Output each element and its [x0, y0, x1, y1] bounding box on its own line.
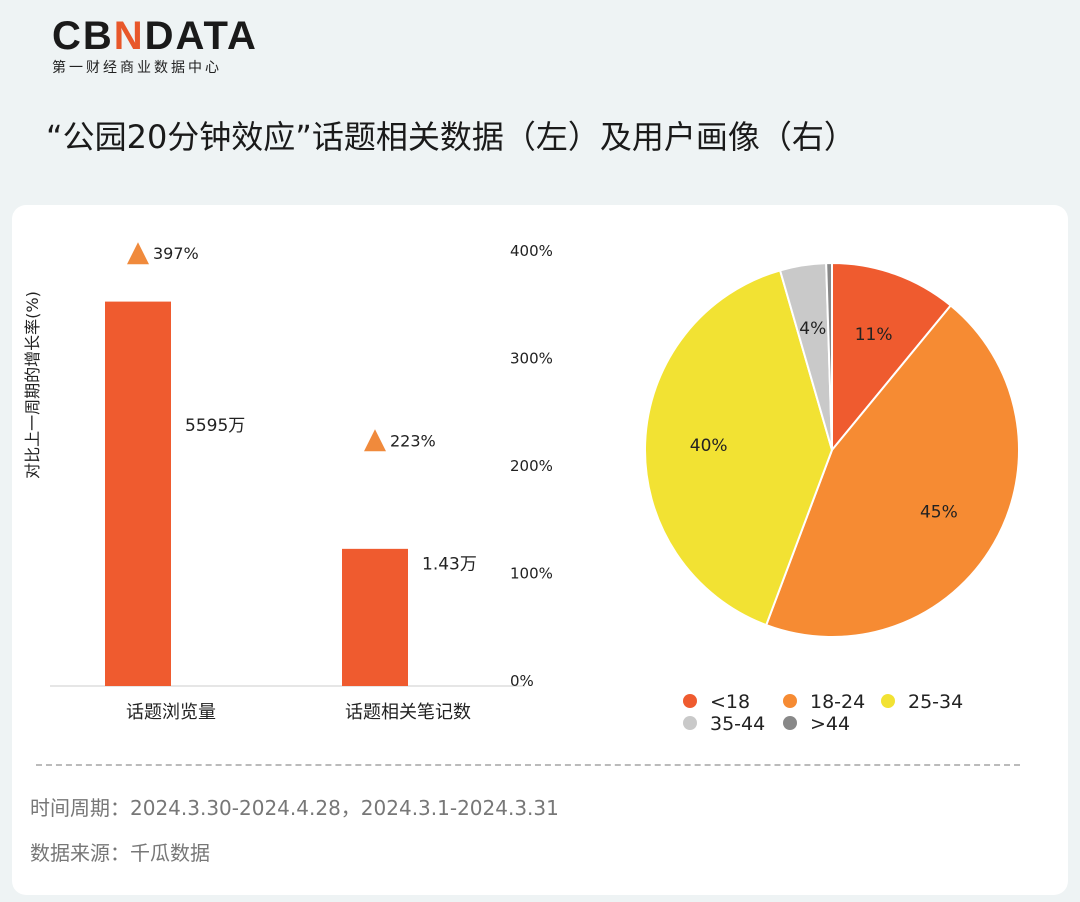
y-tick-label: 0% [510, 672, 534, 690]
pie-slice [644, 269, 834, 627]
time-period: 时间周期：2024.3.30-2024.4.28，2024.3.1-2024.3… [30, 796, 559, 820]
y-axis-label: 对比上一周期的增长率(%) [23, 291, 42, 479]
x-category-label: 话题相关笔记数 [345, 702, 471, 723]
legend-label: <18 [710, 691, 750, 713]
growth-triangle-marker [127, 242, 149, 265]
logo-tagline: 第一财经商业数据中心 [52, 60, 222, 76]
legend-swatch [783, 694, 797, 708]
legend-swatch [683, 694, 697, 708]
data-source: 数据来源：千瓜数据 [30, 841, 210, 865]
page-title: “公园20分钟效应”话题相关数据（左）及用户画像（右） [46, 118, 856, 156]
legend-swatch [783, 716, 797, 730]
y-tick-label: 100% [510, 565, 553, 583]
bar [105, 301, 171, 686]
bar [342, 548, 408, 686]
growth-triangle-marker [364, 429, 386, 452]
growth-rate-label: 397% [153, 244, 199, 263]
legend-label: 18-24 [810, 691, 865, 713]
pie-slice-label: 45% [920, 503, 958, 523]
bar-value-label: 5595万 [185, 416, 245, 436]
pie-slice-label: 40% [690, 436, 728, 456]
pie-slice [825, 261, 833, 451]
pie-slice [831, 261, 953, 453]
cbndata-logo: CBNDATA 第一财经商业数据中心 [52, 14, 258, 76]
y-tick-label: 300% [510, 350, 553, 368]
y-tick-label: 200% [510, 457, 553, 475]
legend-label: >44 [810, 713, 850, 735]
x-category-label: 话题浏览量 [126, 702, 216, 723]
divider [36, 764, 1020, 766]
legend-swatch [881, 694, 895, 708]
pie-slice-label: 11% [855, 325, 893, 345]
pie-slice-label: 4% [799, 319, 826, 339]
y-tick-label: 400% [510, 242, 553, 260]
bar-value-label: 1.43万 [422, 554, 477, 574]
growth-rate-label: 223% [390, 431, 436, 450]
legend-label: 35-44 [710, 713, 765, 735]
pie-slice [764, 304, 1020, 639]
legend-swatch [683, 716, 697, 730]
legend-label: 25-34 [908, 691, 963, 713]
